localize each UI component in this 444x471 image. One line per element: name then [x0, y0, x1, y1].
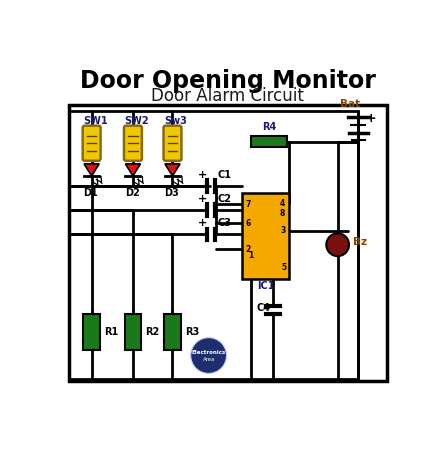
Bar — [251, 136, 287, 147]
Text: 4: 4 — [280, 199, 285, 208]
Text: R2: R2 — [145, 326, 159, 337]
Text: IC1: IC1 — [257, 281, 274, 291]
Text: 7: 7 — [246, 200, 251, 209]
Bar — [68, 106, 387, 381]
Text: 1: 1 — [248, 251, 253, 260]
Text: C2: C2 — [218, 194, 232, 204]
Text: D1: D1 — [83, 188, 98, 198]
Text: SW2: SW2 — [124, 116, 149, 126]
Text: Sw3: Sw3 — [164, 116, 187, 126]
Text: Bz: Bz — [353, 237, 367, 247]
Text: C1: C1 — [218, 170, 232, 180]
Text: C3: C3 — [218, 218, 232, 228]
Bar — [125, 314, 141, 349]
FancyBboxPatch shape — [124, 126, 142, 161]
Text: SW1: SW1 — [83, 116, 107, 126]
Polygon shape — [84, 164, 99, 176]
Text: Door Alarm Circuit: Door Alarm Circuit — [151, 87, 304, 105]
Text: R1: R1 — [104, 326, 118, 337]
Text: 6: 6 — [246, 219, 251, 228]
Text: 2: 2 — [246, 244, 251, 253]
Text: 5: 5 — [281, 263, 286, 272]
Text: 3: 3 — [280, 227, 285, 236]
Text: 8: 8 — [280, 209, 285, 218]
Polygon shape — [165, 164, 180, 176]
Text: Bat: Bat — [341, 99, 361, 109]
Text: D3: D3 — [164, 188, 179, 198]
Circle shape — [191, 338, 226, 374]
Bar — [164, 314, 181, 349]
Text: R3: R3 — [185, 326, 199, 337]
FancyBboxPatch shape — [83, 126, 101, 161]
Text: Area: Area — [202, 357, 215, 362]
FancyBboxPatch shape — [163, 126, 182, 161]
Text: Door Opening Monitor: Door Opening Monitor — [79, 69, 376, 93]
Text: D2: D2 — [125, 188, 139, 198]
Text: +: + — [366, 112, 377, 125]
Text: +: + — [198, 194, 207, 204]
Polygon shape — [125, 164, 140, 176]
Bar — [242, 193, 289, 279]
Text: R4: R4 — [262, 122, 276, 132]
Text: +: + — [198, 218, 207, 228]
Bar — [83, 314, 100, 349]
Text: +: + — [198, 170, 207, 180]
Text: Electronics: Electronics — [191, 349, 226, 355]
Circle shape — [326, 234, 349, 256]
Text: C4: C4 — [257, 303, 270, 313]
